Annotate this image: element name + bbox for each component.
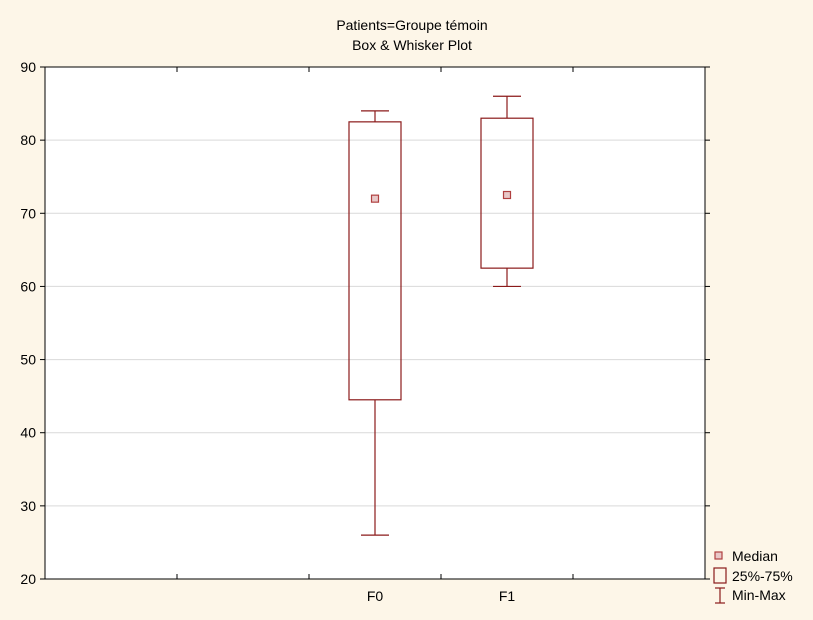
y-tick-label: 80	[20, 132, 36, 148]
x-tick-label: F1	[499, 588, 516, 604]
legend-box-symbol	[713, 567, 727, 584]
y-tick-label: 60	[20, 278, 36, 294]
median-marker	[502, 190, 512, 200]
legend-label-box: 25%-75%	[732, 568, 793, 584]
legend-label-median: Median	[732, 548, 778, 564]
y-tick-label: 50	[20, 352, 36, 368]
chart-title: Patients=Groupe témoin	[336, 17, 487, 33]
box-iqr	[348, 121, 402, 401]
x-tick-label: F0	[367, 588, 384, 604]
y-tick-label: 20	[20, 571, 36, 587]
median-marker	[370, 194, 380, 203]
chart-subtitle: Box & Whisker Plot	[352, 37, 472, 53]
legend-label-range: Min-Max	[732, 587, 786, 603]
x-axis: F0 F1	[176, 67, 574, 604]
y-axis: 20 30 40 50 60 70 80 90	[20, 59, 710, 587]
y-tick-label: 70	[20, 205, 36, 221]
box-group-f0	[348, 110, 402, 536]
boxes	[348, 95, 534, 536]
plot-frame	[44, 66, 706, 580]
y-tick-label: 40	[20, 425, 36, 441]
box-iqr	[480, 117, 534, 269]
y-tick-label: 30	[20, 498, 36, 514]
box-group-f1	[480, 95, 534, 288]
legend-median-symbol	[714, 551, 723, 560]
y-tick-label: 90	[20, 59, 36, 75]
legend: Median 25%-75% Min-Max	[713, 548, 793, 604]
